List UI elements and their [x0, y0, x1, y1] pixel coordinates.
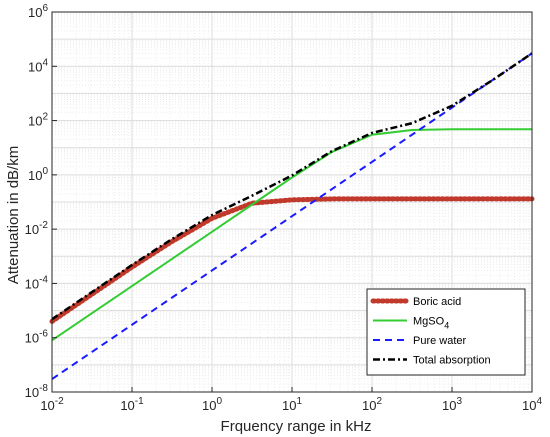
- plot-series: [49, 52, 535, 380]
- legend-label-1: MgSO4: [413, 316, 449, 331]
- y-tick-label: 102: [28, 112, 48, 129]
- series-line-0: [49, 196, 535, 324]
- grid: [51, 12, 532, 393]
- y-tick-label: 10-6: [25, 329, 49, 346]
- x-tick-label: 10-2: [40, 396, 64, 413]
- x-axis-label: Frquency range in kHz: [221, 418, 372, 435]
- x-tick-label: 104: [522, 396, 542, 413]
- x-tick-label: 10-1: [120, 396, 144, 413]
- y-tick-label: 10-2: [25, 220, 49, 237]
- legend-label-3: Total absorption: [413, 355, 491, 367]
- axis-ticks: 10-2 10-1 100 101 102 103 104 10-8 10-6 10-4 10-2 1…: [25, 3, 543, 413]
- series-line-2: [51, 52, 533, 380]
- y-axis-label: Attenuation in dB/km: [5, 146, 22, 284]
- y-tick-label: 100: [28, 166, 48, 183]
- x-tick-label: 101: [282, 396, 302, 413]
- legend-label-2: Pure water: [413, 335, 467, 347]
- legend-label-0: Boric acid: [413, 296, 461, 308]
- y-tick-label: 104: [28, 57, 48, 74]
- y-tick-label: 10-4: [25, 274, 49, 291]
- series-line-1: [51, 128, 532, 342]
- x-tick-label: 102: [362, 396, 382, 413]
- y-tick-label: 106: [28, 3, 48, 20]
- x-tick-label: 100: [202, 396, 222, 413]
- series-line-3: [51, 52, 533, 321]
- y-tick-label: 10-8: [25, 383, 49, 400]
- x-tick-label: 103: [442, 396, 462, 413]
- legend: Boric acid MgSO4 Pure water Total absorptio…: [366, 288, 526, 376]
